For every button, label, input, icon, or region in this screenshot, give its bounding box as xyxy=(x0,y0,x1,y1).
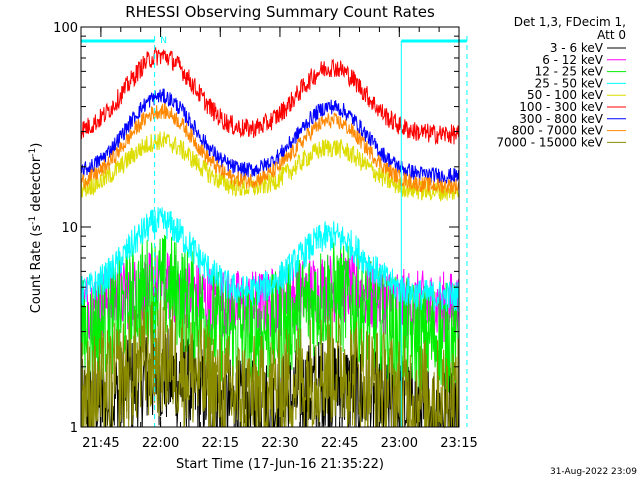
y-axis-label-main: Count Rate (s xyxy=(29,225,44,314)
y-tick-label: 1 xyxy=(70,421,78,436)
series-line-8 xyxy=(80,300,460,429)
series-line-5 xyxy=(80,47,460,146)
legend-label-5: 100 - 300 keV xyxy=(519,100,603,114)
legend-label-2: 12 - 25 keV xyxy=(535,65,604,79)
legend-label-3: 25 - 50 keV xyxy=(535,76,604,90)
series-line-7 xyxy=(80,102,460,195)
series-line-6 xyxy=(80,88,460,184)
y-axis-label-sup2: -1 xyxy=(28,148,38,157)
series-line-3 xyxy=(80,207,460,313)
y-axis-label-close: ) xyxy=(29,143,44,148)
chart-title: RHESSI Observing Summary Count Rates xyxy=(125,3,435,21)
axes: N 1 10 100 21:45 22:00 22:15 22:30 22:45 23:00 23:… xyxy=(53,21,478,451)
x-tick-label: 23:00 xyxy=(381,436,418,451)
x-tick-label: 22:15 xyxy=(202,436,239,451)
legend-label-1: 6 - 12 keV xyxy=(542,53,604,67)
x-tick-label: 22:45 xyxy=(321,436,358,451)
series-line-4 xyxy=(80,131,460,202)
legend-label-4: 50 - 100 keV xyxy=(527,88,604,102)
legend-label-6: 300 - 800 keV xyxy=(519,112,603,126)
legend-label-7: 800 - 7000 keV xyxy=(512,124,604,138)
legend-label-0: 3 - 6 keV xyxy=(550,41,604,55)
y-tick-label: 10 xyxy=(61,221,78,236)
legend-title-line1: Det 1,3, FDecim 1, xyxy=(514,15,626,29)
legend-title-line2: Att 0 xyxy=(597,28,626,42)
y-tick-label: 100 xyxy=(53,21,78,36)
night-flag-label: N xyxy=(160,36,167,46)
x-tick-label: 21:45 xyxy=(82,436,119,451)
x-tick-label: 22:30 xyxy=(261,436,298,451)
x-tick-label: 22:00 xyxy=(142,436,179,451)
legend-label-8: 7000 - 15000 keV xyxy=(496,135,603,149)
y-axis-label-tail: detector xyxy=(29,156,44,216)
x-tick-label: 23:15 xyxy=(440,436,477,451)
x-axis-label: Start Time (17-Jun-16 21:35:22) xyxy=(176,457,384,472)
y-axis-label: Count Rate (s-1 detector-1) xyxy=(28,143,44,314)
plot-area xyxy=(80,47,460,429)
y-axis-label-sup: -1 xyxy=(28,216,38,225)
timestamp-footer: 31-Aug-2022 23:09 xyxy=(550,467,637,477)
